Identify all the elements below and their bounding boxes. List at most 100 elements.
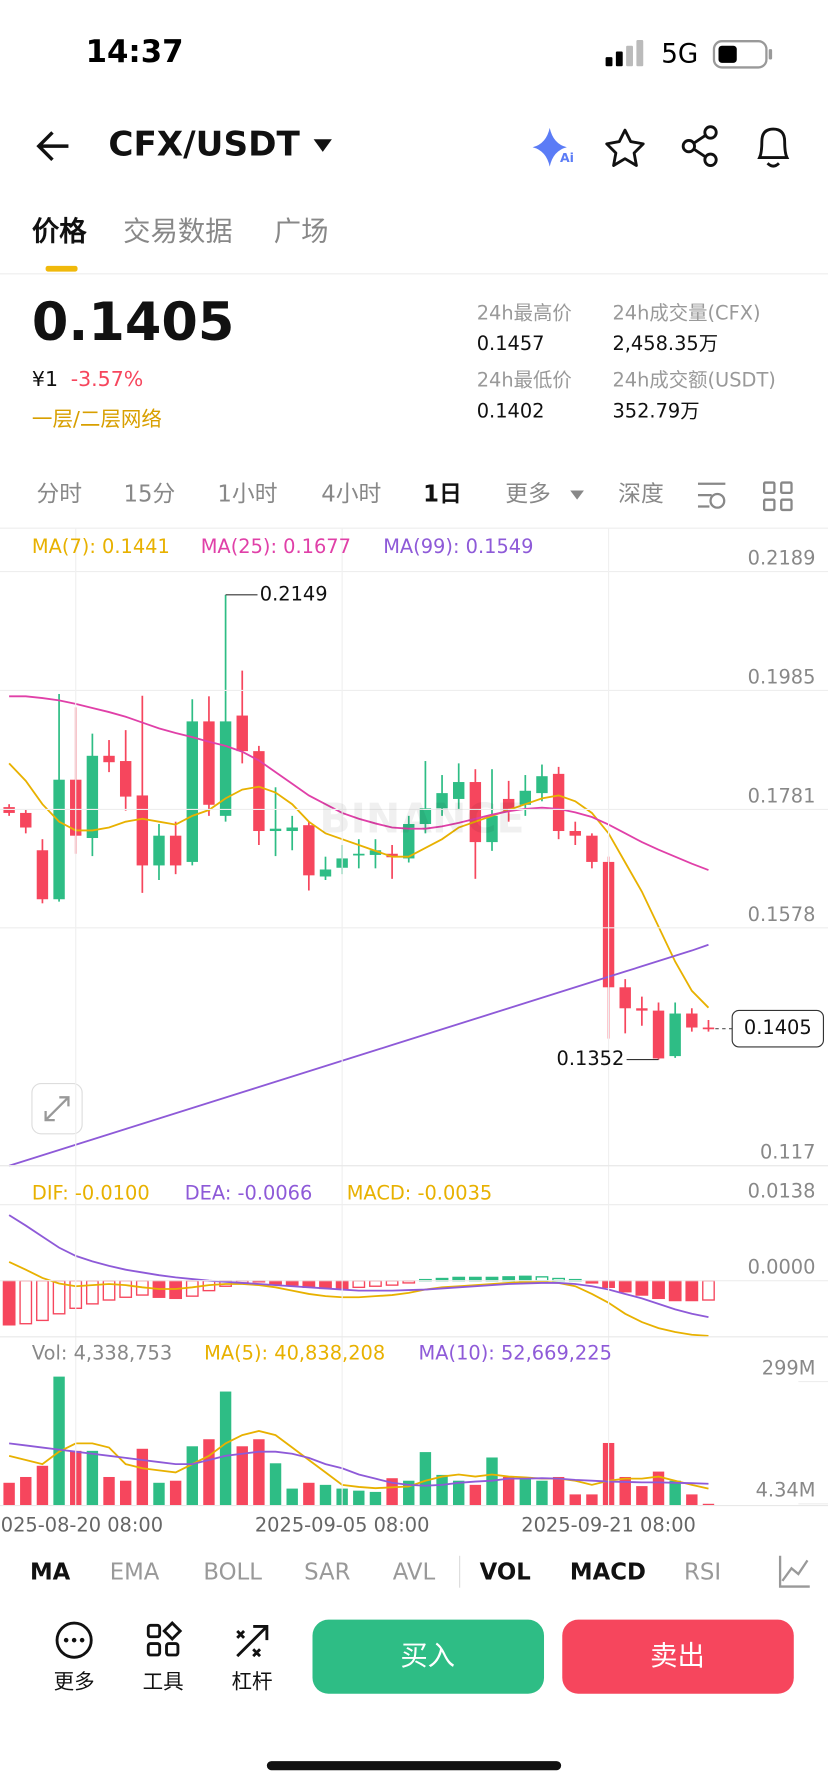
candle-body (319, 869, 332, 877)
interval-dropdown[interactable] (570, 490, 584, 500)
macd-bar (36, 1280, 49, 1322)
settings-icon[interactable] (697, 482, 726, 509)
volume-bar (3, 1482, 15, 1506)
interval[interactable]: 1小时 (217, 482, 277, 508)
volume-bar (636, 1486, 648, 1506)
alert-button[interactable] (757, 127, 790, 168)
macd-bar (119, 1280, 133, 1298)
pair-dropdown[interactable] (313, 139, 332, 152)
interval[interactable]: 更多 (505, 482, 551, 508)
last-price: 0.1405 (32, 292, 234, 353)
indicator[interactable]: AVL (393, 1559, 436, 1585)
share-button[interactable] (681, 125, 718, 167)
chart-settings-icon[interactable] (778, 1555, 810, 1588)
candle-body (269, 828, 282, 832)
line (8, 943, 709, 1167)
volume-bar (253, 1439, 265, 1506)
buy-button[interactable] (312, 1619, 545, 1694)
status-time: 14:37 (86, 34, 184, 70)
tools-icon[interactable] (146, 1621, 183, 1657)
candle-body (186, 721, 198, 862)
layout-icon[interactable] (762, 481, 793, 512)
action-label[interactable]: 更多 (54, 1669, 95, 1693)
candle-body (86, 755, 99, 839)
interval[interactable]: 深度 (618, 482, 664, 508)
interval[interactable]: 1日 (423, 482, 462, 508)
interval[interactable]: 15分 (123, 482, 175, 508)
volume-bar (686, 1494, 698, 1506)
line (8, 1214, 709, 1319)
last-price-box (731, 1009, 825, 1048)
high-annotation: 0.2149 (260, 582, 328, 605)
candle-body (569, 831, 581, 836)
indicator[interactable]: BOLL (203, 1559, 262, 1585)
volume-bar (169, 1480, 182, 1506)
indicator[interactable]: VOL (480, 1559, 531, 1585)
macd-legend: MACD: -0.0035 (347, 1182, 493, 1205)
volume-bar (702, 1503, 715, 1506)
favorite-button[interactable] (605, 128, 645, 167)
line (8, 1261, 709, 1337)
candle-body (169, 835, 182, 866)
volume-bar (536, 1480, 548, 1506)
action-label[interactable]: 工具 (143, 1669, 184, 1693)
back-button[interactable] (36, 131, 69, 162)
stat-value: 2,458.35万 (612, 332, 718, 355)
volume-bar (419, 1452, 432, 1506)
indicator[interactable]: EMA (110, 1559, 160, 1585)
sell-button[interactable] (562, 1619, 794, 1694)
y-tick-label: 0.1781 (748, 784, 816, 807)
macd-bar (285, 1280, 299, 1286)
indicator[interactable]: RSI (684, 1559, 721, 1585)
candle-body (436, 793, 448, 809)
macd-bar (369, 1280, 382, 1287)
candle-body (286, 827, 298, 832)
macd-bar (52, 1280, 66, 1315)
indicator[interactable]: SAR (304, 1559, 350, 1585)
ai-label: Ai (560, 150, 574, 165)
volume-bar (619, 1476, 631, 1506)
candle-body (502, 798, 515, 811)
candle-body (53, 779, 65, 900)
y-tick-label: 0.2189 (748, 546, 816, 569)
pair[interactable]: CFX/USDT (108, 125, 300, 165)
stat-label: 24h成交量(CFX) (612, 301, 760, 324)
leverage-icon[interactable] (236, 1625, 269, 1658)
interval[interactable]: 4小时 (321, 482, 381, 508)
y-tick-label: 299M (762, 1357, 816, 1380)
ai-icon[interactable] (532, 127, 567, 167)
line (9, 695, 709, 871)
network-label[interactable]: 一层/二层网络 (32, 407, 162, 431)
watermark: BINANCE (319, 794, 524, 842)
stat-label: 24h最低价 (477, 369, 572, 392)
volume-bar (219, 1391, 232, 1506)
volume-bar (286, 1488, 298, 1506)
indicator[interactable]: MACD (570, 1559, 646, 1585)
volume-bar (353, 1490, 365, 1506)
indicator[interactable]: MA (30, 1559, 71, 1585)
macd-bar (685, 1280, 699, 1302)
expand-button[interactable] (31, 1083, 83, 1135)
interval[interactable]: 分时 (37, 482, 83, 508)
volume-bar (36, 1465, 49, 1506)
more-icon[interactable] (55, 1621, 93, 1659)
battery-icon (712, 40, 773, 69)
tab[interactable]: 交易数据 (123, 216, 232, 247)
tab[interactable]: 价格 (32, 216, 87, 247)
macd-bar (502, 1276, 516, 1282)
cny-price: ¥1 (32, 367, 58, 391)
tab[interactable]: 广场 (274, 216, 329, 247)
x-tick-label: 2025-09-05 08:00 (255, 1514, 430, 1537)
candle-body (136, 795, 149, 866)
action-label[interactable]: 杠杆 (232, 1669, 273, 1693)
macd-legend: DIF: -0.0100 (32, 1182, 150, 1205)
candle-body (253, 751, 265, 832)
home-indicator (266, 1761, 562, 1771)
candle-body (353, 853, 365, 856)
volume-bar (652, 1471, 665, 1506)
candle-body (519, 790, 532, 805)
macd-legend: DEA: -0.0066 (185, 1182, 313, 1205)
y-tick-label: 0.0000 (748, 1256, 816, 1279)
